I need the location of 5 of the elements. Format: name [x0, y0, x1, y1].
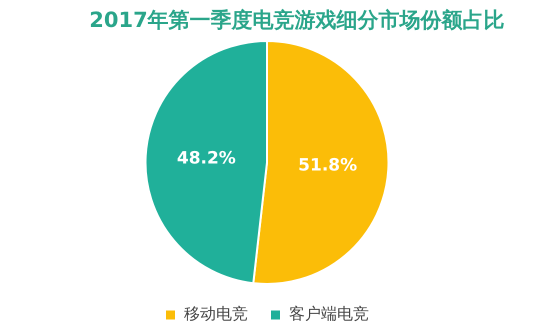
- chart-title: 2017年第一季度电竞游戏细分市场份额占比: [88, 7, 506, 34]
- legend-label: 客户端电竞: [289, 304, 369, 324]
- data-label: 48.2%: [176, 148, 236, 168]
- legend-label: 移动电竞: [184, 304, 248, 324]
- data-label: 51.8%: [298, 155, 358, 176]
